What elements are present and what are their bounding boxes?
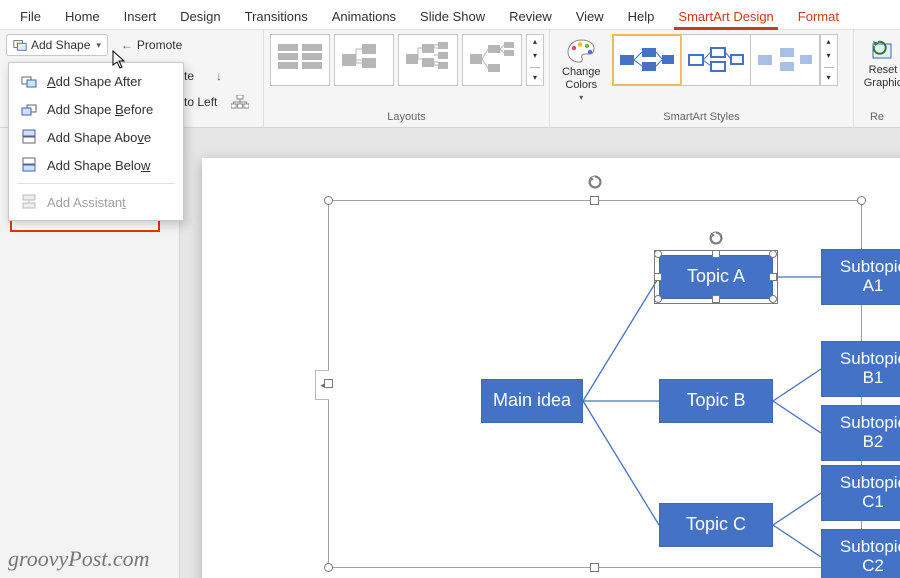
layout-thumb-4[interactable] — [462, 34, 522, 86]
node-resize-handle[interactable] — [654, 295, 662, 303]
node-resize-handle[interactable] — [712, 250, 720, 258]
reset-group-label: Re — [860, 109, 894, 127]
node-resize-handle[interactable] — [769, 250, 777, 258]
add-shape-option-3[interactable]: Add Shape Below — [9, 151, 183, 179]
slide[interactable]: ◂ Main ideaTopic ATopic BTopic CSubtopic… — [202, 158, 900, 578]
node-resize-handle[interactable] — [769, 273, 777, 281]
palette-icon — [566, 38, 596, 64]
chevron-down-icon: ▾ — [96, 40, 101, 51]
tab-smartart-design[interactable]: SmartArt Design — [666, 3, 785, 29]
smartart-node-c2[interactable]: Subtopic C2 — [821, 529, 900, 578]
node-resize-handle[interactable] — [769, 295, 777, 303]
style-thumb-3[interactable] — [750, 34, 820, 86]
layout-thumb-2[interactable] — [334, 34, 394, 86]
arrow-left-icon: ← — [121, 38, 133, 52]
reset-icon — [870, 38, 896, 62]
add-shape-option-label: Add Assistant — [47, 195, 126, 210]
add-shape-button[interactable]: Add Shape ▾ — [6, 34, 108, 56]
tab-review[interactable]: Review — [497, 3, 564, 29]
tab-animations[interactable]: Animations — [320, 3, 408, 29]
node-resize-handle[interactable] — [712, 295, 720, 303]
promote-label: Promote — [137, 38, 182, 52]
smartart-connections — [329, 201, 863, 569]
layouts-group-label: Layouts — [270, 109, 543, 127]
tab-slide-show[interactable]: Slide Show — [408, 3, 497, 29]
smartart-frame[interactable]: ◂ Main ideaTopic ATopic BTopic CSubtopic… — [328, 200, 862, 568]
reset-graphic-button[interactable]: Reset Graphic — [860, 34, 900, 93]
add-shape-option-icon — [21, 157, 37, 173]
org-chart-icon — [231, 95, 249, 109]
smartart-node-main[interactable]: Main idea — [481, 379, 583, 423]
style-thumb-2[interactable] — [681, 34, 751, 86]
tab-home[interactable]: Home — [53, 3, 112, 29]
add-shape-option-label: Add Shape Before — [47, 102, 153, 117]
styles-gallery: ▴▾▾ — [613, 34, 838, 86]
change-colors-label: Change Colors — [562, 66, 601, 91]
add-shape-option-icon — [21, 194, 37, 210]
layout-thumb-3[interactable] — [398, 34, 458, 86]
reset-graphic-label: Reset Graphic — [864, 64, 900, 89]
node-resize-handle[interactable] — [654, 250, 662, 258]
add-shape-dropdown: Add Shape After Add Shape Before Add Shape… — [8, 62, 184, 221]
tab-format[interactable]: Format — [786, 3, 851, 29]
add-shape-icon — [13, 38, 27, 52]
add-shape-option-4: Add Assistant — [9, 188, 183, 216]
right-to-left-fragment[interactable]: to Left — [184, 92, 254, 112]
add-shape-label: Add Shape — [31, 38, 90, 52]
node-resize-handle[interactable] — [654, 273, 662, 281]
demote-fragment[interactable]: te ↓ — [184, 66, 254, 86]
smartart-node-b1[interactable]: Subtopic B1 — [821, 341, 900, 397]
add-shape-option-2[interactable]: Add Shape Above — [9, 123, 183, 151]
promote-button[interactable]: ← Promote — [116, 35, 187, 55]
tab-view[interactable]: View — [564, 3, 616, 29]
add-shape-option-label: Add Shape Below — [47, 158, 150, 173]
add-shape-option-label: Add Shape Above — [47, 130, 151, 145]
tab-help[interactable]: Help — [616, 3, 667, 29]
add-shape-option-label: Add Shape After — [47, 74, 142, 89]
smartart-node-ta[interactable]: Topic A — [659, 255, 773, 299]
node-rotate-handle[interactable] — [709, 231, 723, 248]
tab-file[interactable]: File — [8, 3, 53, 29]
right-to-left-fragment-text: to Left — [184, 95, 217, 109]
tab-transitions[interactable]: Transitions — [233, 3, 320, 29]
smartart-node-tc[interactable]: Topic C — [659, 503, 773, 547]
canvas-area[interactable]: ◂ Main ideaTopic ATopic BTopic CSubtopic… — [180, 128, 900, 578]
smartart-node-tb[interactable]: Topic B — [659, 379, 773, 423]
demote-fragment-text: te — [184, 69, 194, 83]
add-shape-option-1[interactable]: Add Shape Before — [9, 95, 183, 123]
add-shape-option-0[interactable]: Add Shape After — [9, 67, 183, 95]
smartart-node-c1[interactable]: Subtopic C1 — [821, 465, 900, 521]
layouts-gallery: ▴▾▾ — [270, 34, 544, 86]
smartart-node-b2[interactable]: Subtopic B2 — [821, 405, 900, 461]
chevron-down-icon: ▾ — [579, 93, 583, 102]
smartart-node-a1[interactable]: Subtopic A1 — [821, 249, 900, 305]
style-thumb-1[interactable] — [612, 34, 682, 86]
rotate-handle[interactable] — [588, 175, 602, 189]
styles-more-button[interactable]: ▴▾▾ — [820, 34, 838, 86]
change-colors-button[interactable]: Change Colors ▾ — [556, 34, 607, 106]
tab-insert[interactable]: Insert — [112, 3, 169, 29]
add-shape-option-icon — [21, 101, 37, 117]
add-shape-option-icon — [21, 73, 37, 89]
tab-strip: FileHomeInsertDesignTransitionsAnimation… — [0, 0, 900, 30]
add-shape-option-icon — [21, 129, 37, 145]
smartart-canvas: Main ideaTopic ATopic BTopic CSubtopic A… — [329, 201, 861, 567]
arrow-down-icon: ↓ — [216, 69, 222, 83]
layouts-more-button[interactable]: ▴▾▾ — [526, 34, 544, 86]
smartart-styles-group-label: SmartArt Styles — [556, 109, 847, 127]
tab-design[interactable]: Design — [168, 3, 232, 29]
layout-thumb-1[interactable] — [270, 34, 330, 86]
